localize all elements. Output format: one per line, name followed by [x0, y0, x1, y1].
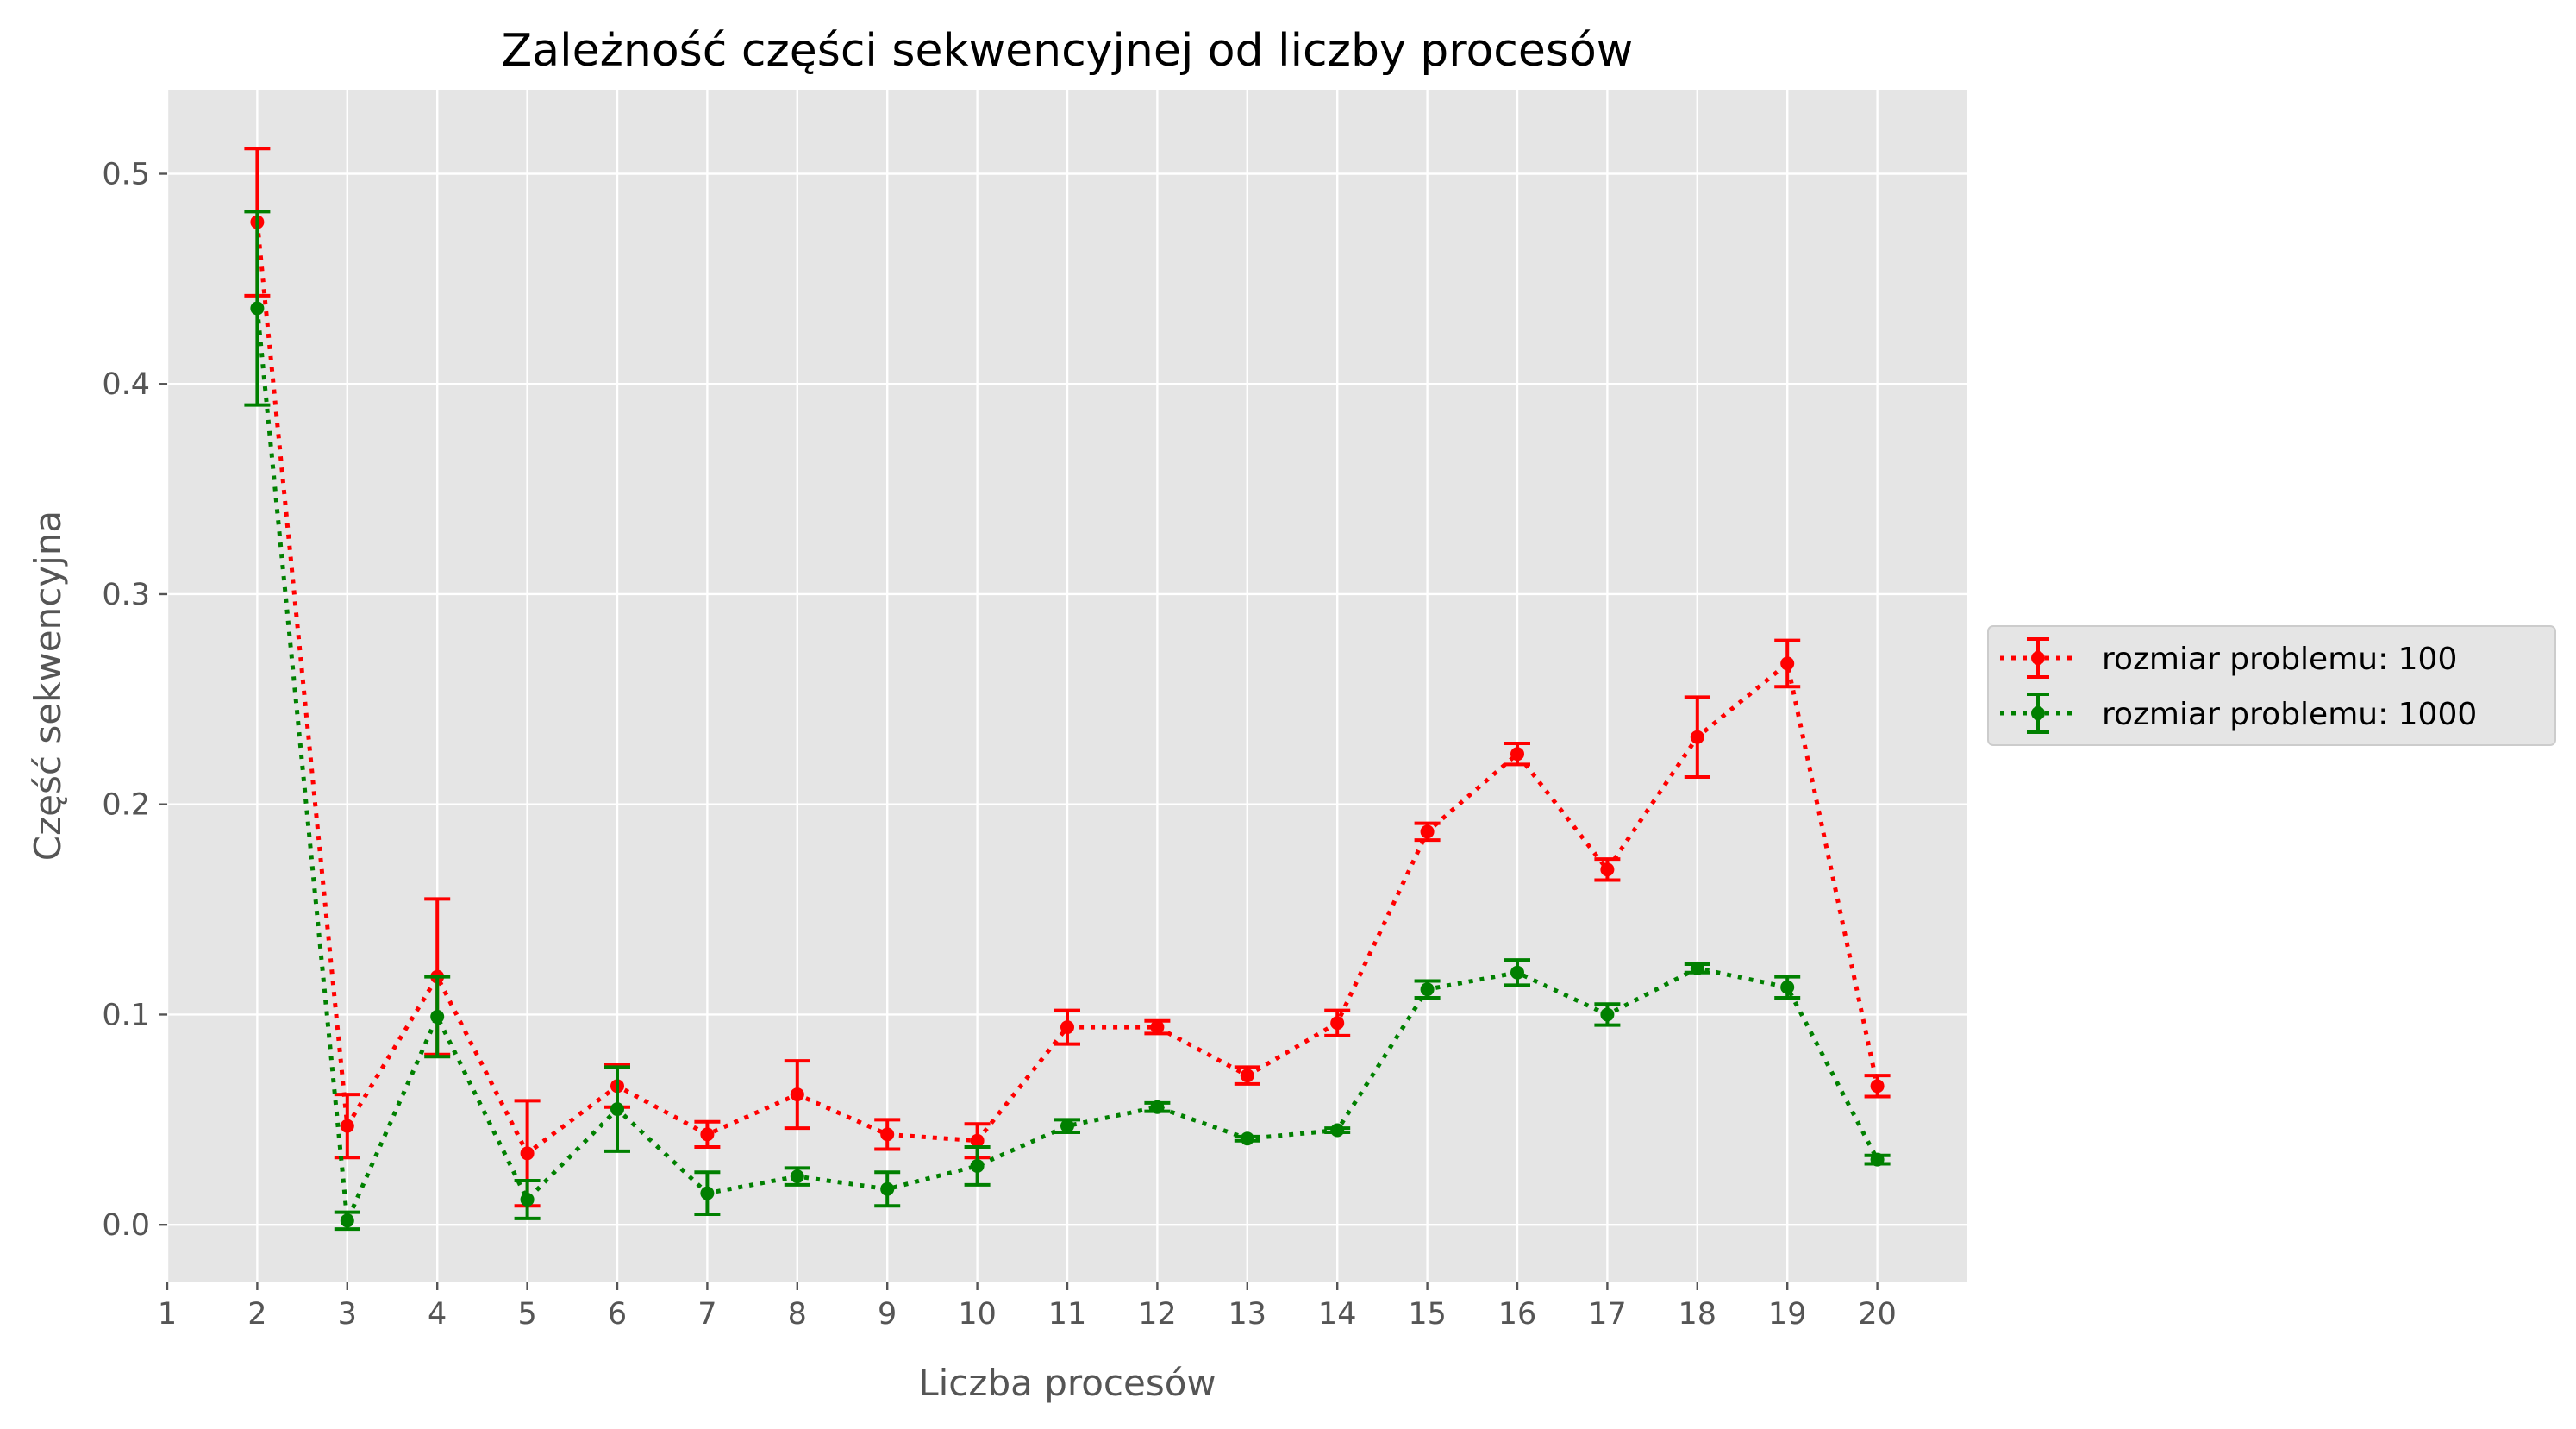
legend-marker [2031, 651, 2045, 665]
x-tick-label: 19 [1768, 1297, 1807, 1332]
x-tick-label: 2 [247, 1297, 266, 1332]
x-tick-label: 10 [958, 1297, 997, 1332]
legend-entry-1: rozmiar problemu: 100 [2000, 637, 2457, 679]
y-tick-label: 0.5 [102, 157, 150, 191]
x-tick-label: 8 [788, 1297, 807, 1332]
data-point [880, 1127, 895, 1142]
y-tick-label: 0.3 [102, 578, 150, 612]
legend-label: rozmiar problemu: 100 [2102, 642, 2457, 677]
data-point [1510, 965, 1524, 980]
data-point [1330, 1123, 1345, 1138]
data-point [1780, 656, 1795, 671]
x-tick-label: 15 [1408, 1297, 1447, 1332]
legend-marker [2031, 706, 2045, 720]
data-point [430, 1009, 445, 1024]
chart-title: Zależność części sekwencyjnej od liczby … [502, 25, 1634, 77]
x-tick-label: 12 [1138, 1297, 1177, 1332]
data-point [250, 301, 265, 316]
data-point [1240, 1131, 1254, 1146]
legend-label: rozmiar problemu: 1000 [2102, 697, 2477, 732]
x-tick-label: 4 [428, 1297, 447, 1332]
data-point [1600, 1007, 1615, 1022]
data-point [520, 1146, 535, 1161]
data-point [700, 1127, 715, 1142]
legend: rozmiar problemu: 100 rozmiar problemu: 1… [1987, 625, 2556, 746]
x-axis-label: Liczba procesów [918, 1362, 1216, 1404]
data-point [1330, 1016, 1345, 1031]
data-point [1870, 1079, 1885, 1094]
x-tick-label: 20 [1858, 1297, 1897, 1332]
data-point [790, 1087, 804, 1102]
data-point [340, 1213, 354, 1228]
legend-entries: rozmiar problemu: 100 rozmiar problemu: 1… [2000, 637, 2477, 734]
data-point [1150, 1020, 1165, 1035]
legend-box [1987, 625, 2556, 746]
y-ticks: 0.0 0.1 0.2 0.3 0.4 0.5 [102, 157, 167, 1243]
x-tick-label: 16 [1498, 1297, 1537, 1332]
y-axis-label: Część sekwencyjna [27, 511, 69, 861]
y-tick-label: 0.4 [102, 367, 150, 402]
x-tick-label: 9 [878, 1297, 897, 1332]
data-point [790, 1169, 804, 1184]
x-tick-label: 13 [1229, 1297, 1267, 1332]
y-tick-label: 0.2 [102, 788, 150, 823]
y-tick-label: 0.1 [102, 998, 150, 1032]
data-point [1240, 1069, 1254, 1083]
data-point [1690, 730, 1704, 744]
data-point [1060, 1020, 1074, 1035]
x-ticks: 1 2 3 4 5 6 7 8 9 10 11 12 13 14 15 16 17 18 19 20 [158, 1282, 1897, 1332]
x-tick-label: 11 [1048, 1297, 1087, 1332]
data-point [1150, 1100, 1165, 1114]
data-point [1060, 1119, 1074, 1133]
data-point [970, 1133, 985, 1148]
data-point [970, 1158, 985, 1173]
data-point [700, 1186, 715, 1200]
series-2 [244, 210, 1891, 1232]
data-point [1690, 961, 1704, 975]
y-tick-label: 0.0 [102, 1208, 150, 1243]
data-point [880, 1181, 895, 1196]
x-tick-label: 5 [517, 1297, 536, 1332]
data-point [520, 1192, 535, 1207]
data-point [340, 1119, 354, 1133]
x-tick-label: 3 [338, 1297, 357, 1332]
x-tick-label: 1 [158, 1297, 177, 1332]
x-tick-label: 6 [608, 1297, 627, 1332]
data-point [1510, 747, 1524, 762]
data-point [1780, 980, 1795, 994]
series-layer [244, 147, 1891, 1232]
x-tick-label: 18 [1679, 1297, 1717, 1332]
legend-entry-2: rozmiar problemu: 1000 [2000, 693, 2477, 734]
data-point [1600, 862, 1615, 877]
data-point [1420, 982, 1435, 997]
data-point [1870, 1152, 1885, 1167]
grid [166, 90, 1967, 1282]
x-tick-label: 7 [697, 1297, 716, 1332]
x-tick-label: 14 [1318, 1297, 1357, 1332]
x-tick-label: 17 [1588, 1297, 1627, 1332]
data-point [1420, 824, 1435, 839]
data-point [610, 1102, 624, 1117]
